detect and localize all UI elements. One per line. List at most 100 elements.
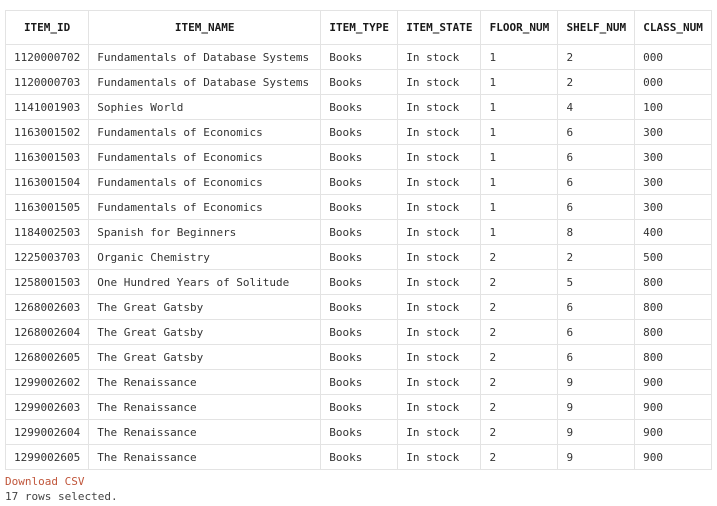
table-cell: 6 (557, 119, 636, 145)
table-cell: 4 (557, 94, 636, 120)
table-cell: Fundamentals of Economics (88, 194, 322, 220)
table-cell: 800 (634, 319, 713, 345)
table-cell: The Renaissance (88, 394, 322, 420)
table-cell: 1163001505 (4, 194, 90, 220)
table-cell: 9 (557, 444, 636, 470)
table-cell: 900 (634, 394, 713, 420)
table-cell: The Renaissance (88, 419, 322, 445)
column-header-item-state: ITEM_STATE (397, 10, 482, 45)
table-cell: Books (320, 394, 399, 420)
table-cell: 2 (480, 319, 559, 345)
table-row: 1268002605 The Great Gatsby Books In stock 2… (4, 344, 713, 370)
query-results-panel: ITEM_ID ITEM_NAME ITEM_TYPE ITEM_STATE F… (4, 10, 713, 504)
table-cell: Books (320, 144, 399, 170)
table-cell: In stock (397, 444, 482, 470)
table-cell: 9 (557, 419, 636, 445)
table-cell: In stock (397, 219, 482, 245)
table-row: 1258001503 One Hundred Years of Solitude B… (4, 269, 713, 295)
table-cell: 900 (634, 444, 713, 470)
table-row: 1163001504 Fundamentals of Economics Books… (4, 169, 713, 195)
table-cell: The Great Gatsby (88, 294, 322, 320)
table-cell: 300 (634, 194, 713, 220)
table-row: 1299002602 The Renaissance Books In stock 2 9… (4, 369, 713, 395)
table-cell: The Renaissance (88, 444, 322, 470)
table-cell: 1299002603 (4, 394, 90, 420)
table-cell: 100 (634, 94, 713, 120)
table-cell: Books (320, 244, 399, 270)
table-cell: Books (320, 169, 399, 195)
table-cell: 2 (557, 69, 636, 95)
table-cell: 800 (634, 344, 713, 370)
table-cell: Organic Chemistry (88, 244, 322, 270)
table-cell: Fundamentals of Economics (88, 169, 322, 195)
table-cell: 6 (557, 294, 636, 320)
table-cell: Books (320, 44, 399, 70)
table-cell: 1 (480, 94, 559, 120)
table-cell: In stock (397, 294, 482, 320)
table-cell: 1120000702 (4, 44, 90, 70)
table-cell: 2 (557, 44, 636, 70)
table-cell: 2 (480, 369, 559, 395)
table-cell: In stock (397, 419, 482, 445)
table-cell: Books (320, 344, 399, 370)
column-header-shelf-num: SHELF_NUM (557, 10, 636, 45)
table-cell: In stock (397, 119, 482, 145)
table-cell: 1163001502 (4, 119, 90, 145)
table-cell: 1141001903 (4, 94, 90, 120)
column-header-item-name: ITEM_NAME (88, 10, 322, 45)
table-cell: In stock (397, 44, 482, 70)
table-cell: 300 (634, 144, 713, 170)
table-cell: 1184002503 (4, 219, 90, 245)
table-cell: 1120000703 (4, 69, 90, 95)
table-cell: 1 (480, 219, 559, 245)
table-cell: 300 (634, 169, 713, 195)
table-cell: 900 (634, 369, 713, 395)
table-cell: Books (320, 194, 399, 220)
table-cell: 800 (634, 294, 713, 320)
table-cell: Fundamentals of Economics (88, 144, 322, 170)
table-cell: 6 (557, 169, 636, 195)
table-cell: In stock (397, 194, 482, 220)
table-cell: 2 (480, 344, 559, 370)
table-cell: 1299002605 (4, 444, 90, 470)
table-cell: 6 (557, 194, 636, 220)
table-cell: Books (320, 319, 399, 345)
table-cell: 1268002604 (4, 319, 90, 345)
table-cell: 1225003703 (4, 244, 90, 270)
table-cell: In stock (397, 269, 482, 295)
table-cell: In stock (397, 394, 482, 420)
table-cell: Books (320, 419, 399, 445)
table-cell: In stock (397, 319, 482, 345)
table-cell: 1299002602 (4, 369, 90, 395)
table-cell: In stock (397, 69, 482, 95)
header-row: ITEM_ID ITEM_NAME ITEM_TYPE ITEM_STATE F… (4, 10, 713, 45)
table-row: 1141001903 Sophies World Books In stock 1 4 10… (4, 94, 713, 120)
rows-selected-count: 17 rows selected. (5, 490, 118, 503)
table-cell: In stock (397, 244, 482, 270)
table-cell: 6 (557, 319, 636, 345)
table-cell: In stock (397, 369, 482, 395)
table-cell: 8 (557, 219, 636, 245)
table-row: 1299002604 The Renaissance Books In stock 2 9… (4, 419, 713, 445)
table-cell: Books (320, 69, 399, 95)
table-cell: Books (320, 444, 399, 470)
table-cell: 1268002605 (4, 344, 90, 370)
table-row: 1268002604 The Great Gatsby Books In stock 2… (4, 319, 713, 345)
table-cell: 2 (480, 244, 559, 270)
table-cell: 1 (480, 169, 559, 195)
table-cell: 9 (557, 369, 636, 395)
table-cell: The Great Gatsby (88, 319, 322, 345)
table-cell: The Great Gatsby (88, 344, 322, 370)
table-row: 1184002503 Spanish for Beginners Books In s… (4, 219, 713, 245)
column-header-floor-num: FLOOR_NUM (480, 10, 559, 45)
table-cell: 800 (634, 269, 713, 295)
download-csv-link[interactable]: Download CSV (5, 475, 85, 488)
table-cell: 1268002603 (4, 294, 90, 320)
table-cell: 300 (634, 119, 713, 145)
table-cell: 2 (480, 294, 559, 320)
table-cell: Books (320, 269, 399, 295)
table-cell: 1163001504 (4, 169, 90, 195)
table-cell: 5 (557, 269, 636, 295)
results-table: ITEM_ID ITEM_NAME ITEM_TYPE ITEM_STATE F… (4, 10, 713, 470)
table-row: 1299002605 The Renaissance Books In stock 2 9… (4, 444, 713, 470)
